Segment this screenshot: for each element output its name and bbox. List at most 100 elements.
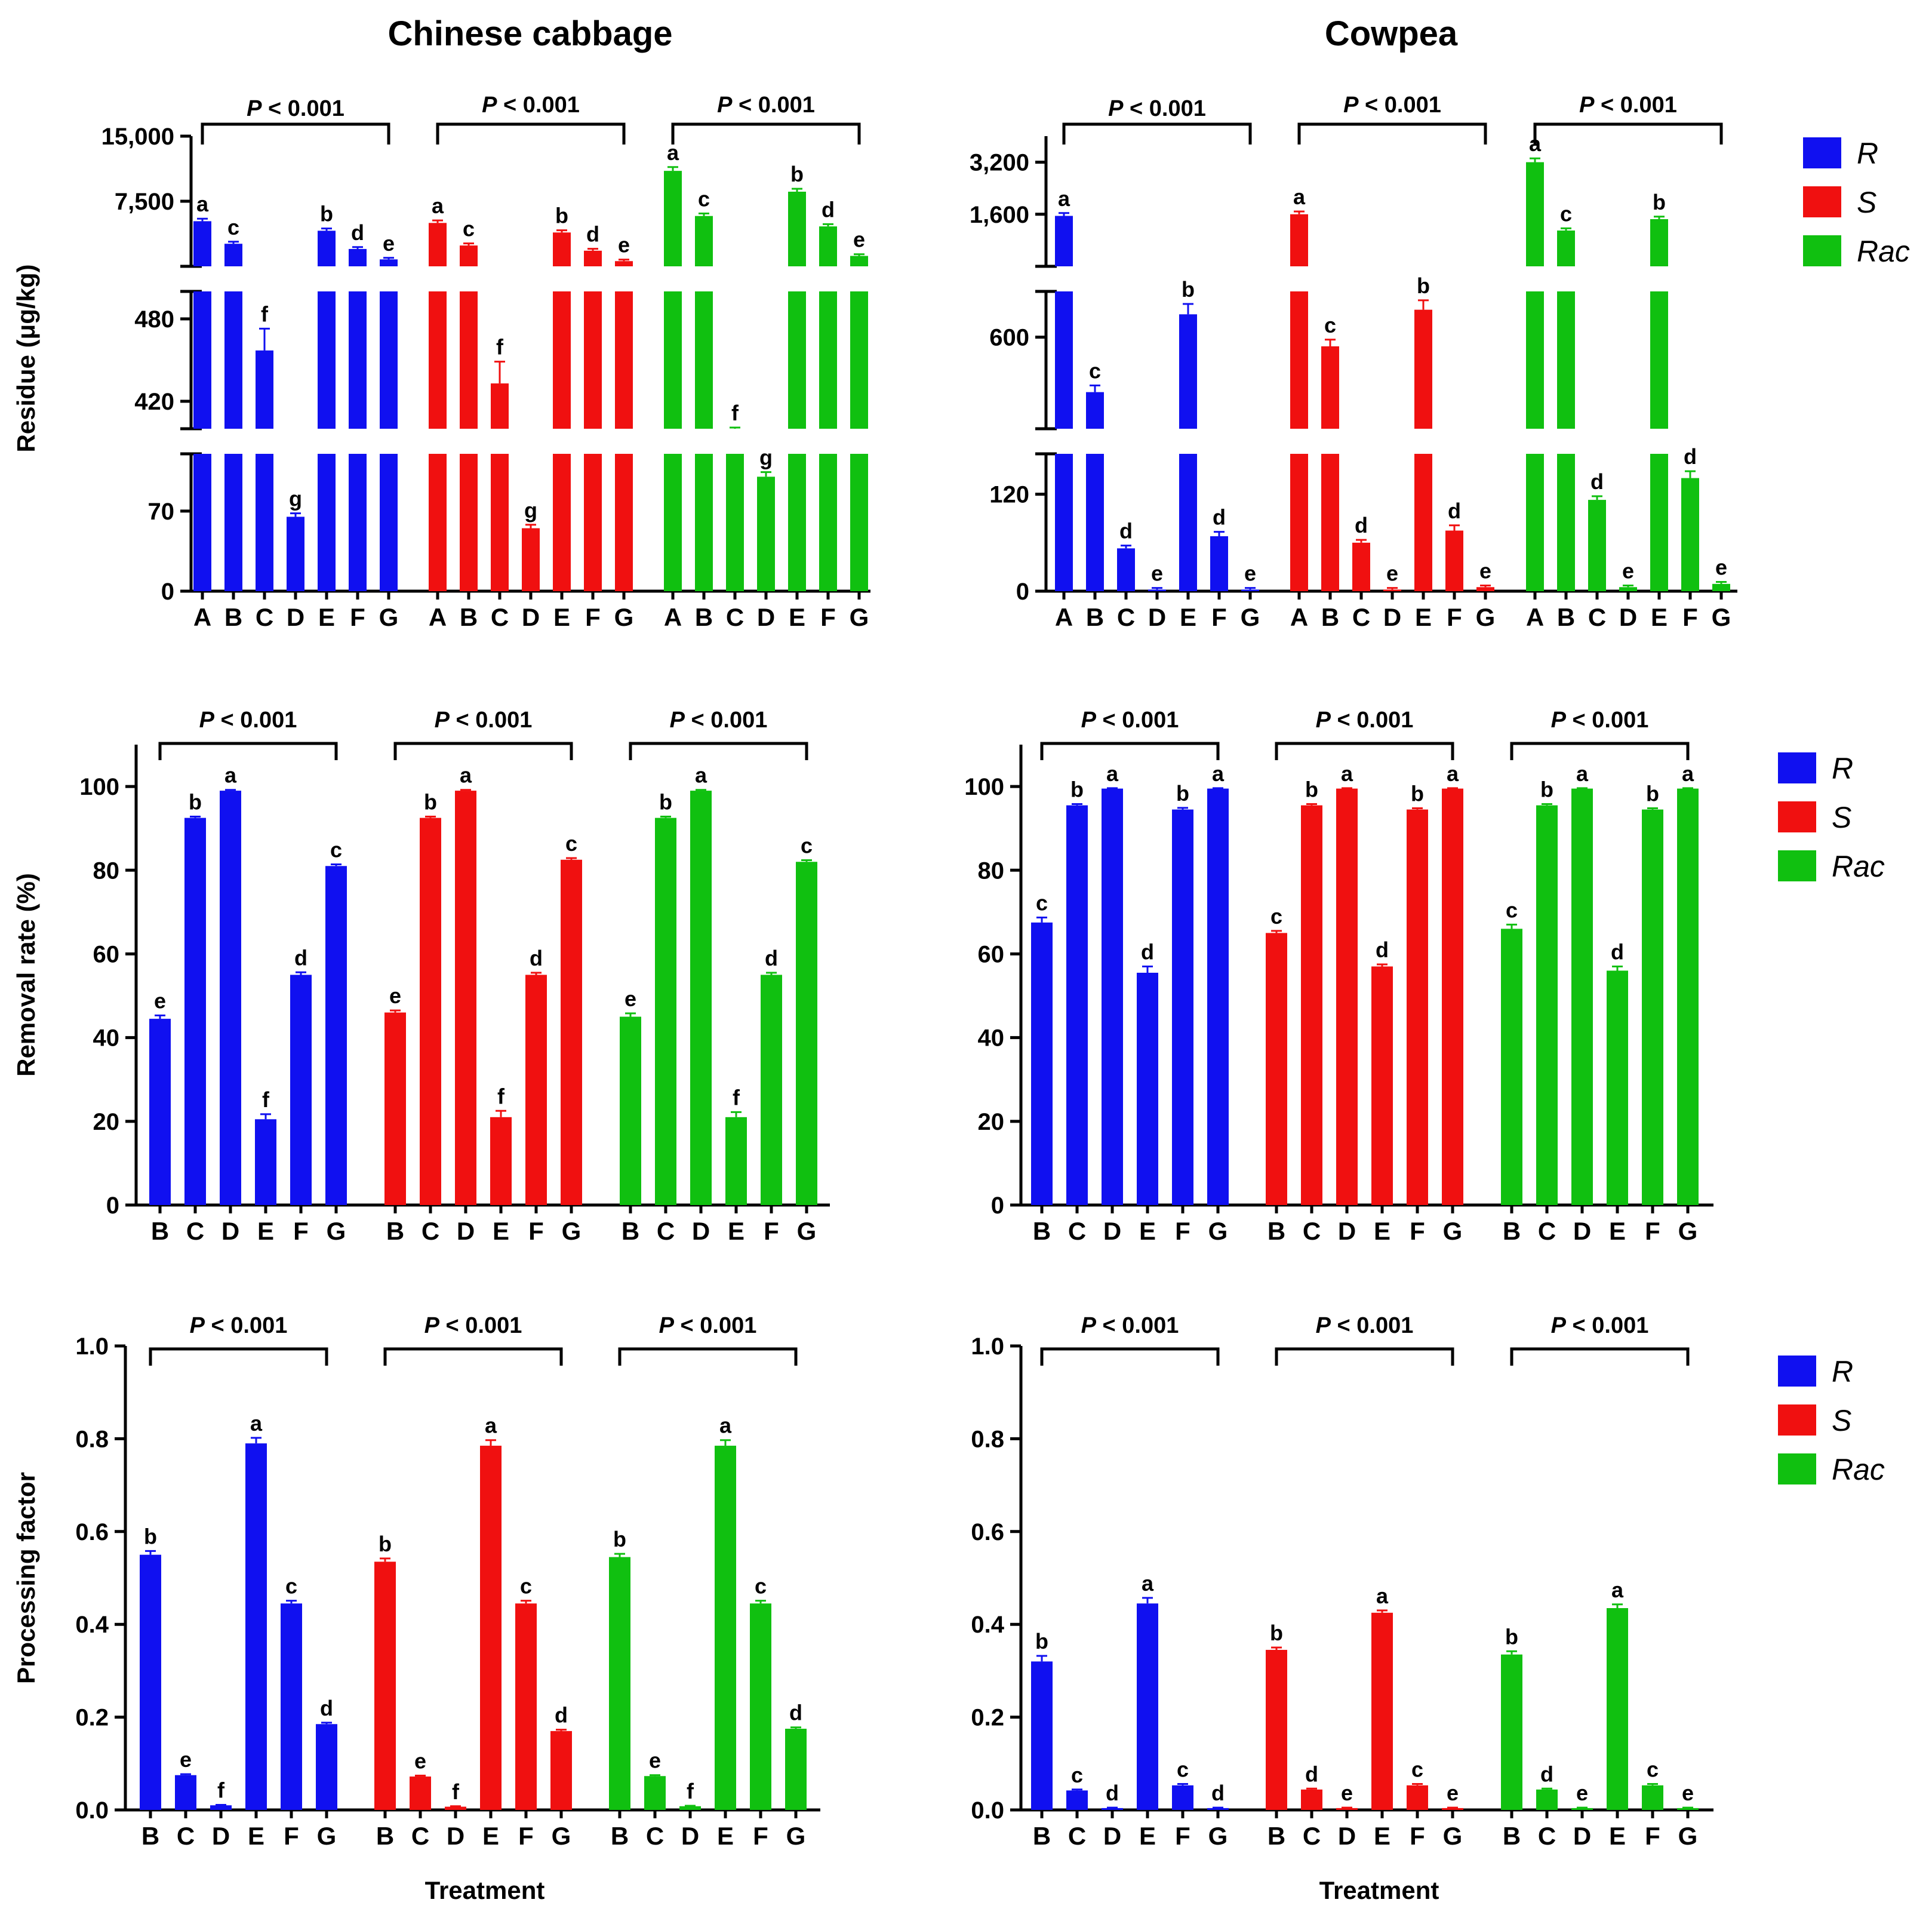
bar-R-B	[1031, 922, 1053, 1205]
x-tick-label: G	[552, 1822, 571, 1850]
significance-letter: b	[1182, 277, 1195, 302]
x-tick-label: E	[1609, 1217, 1626, 1245]
legend-swatch-R	[1803, 137, 1841, 168]
bar-R-G	[1207, 1808, 1229, 1810]
y-tick-label: 0	[991, 1192, 1004, 1219]
x-tick-label: D	[1619, 603, 1637, 631]
bar-S-F	[525, 975, 547, 1205]
x-tick-label: B	[1503, 1822, 1521, 1850]
bar-S-D	[445, 1806, 466, 1810]
x-tick-label: E	[1609, 1822, 1626, 1850]
significance-bracket	[1040, 1347, 1220, 1366]
bar-S-E	[553, 291, 571, 429]
x-tick-label: C	[411, 1822, 429, 1850]
bar-S-D	[1383, 589, 1401, 591]
significance-letter: d	[1448, 499, 1461, 523]
x-tick-label: B	[1033, 1217, 1051, 1245]
bar-S-A	[1290, 454, 1308, 591]
x-tick-label: E	[1180, 603, 1196, 631]
p-value-label: P < 0.001	[190, 1313, 288, 1338]
y-tick-label: 0.0	[971, 1797, 1004, 1824]
significance-letter: c	[330, 837, 342, 862]
bar-Rac-F	[761, 975, 782, 1205]
x-tick-label: B	[622, 1217, 639, 1245]
y-tick-label: 600	[989, 325, 1029, 351]
bar-S-G	[1442, 1808, 1463, 1810]
significance-letter: e	[389, 983, 401, 1008]
x-tick-label: C	[1117, 603, 1135, 631]
x-tick-label: D	[287, 603, 304, 631]
x-tick-label: G	[562, 1217, 582, 1245]
significance-letter: b	[613, 1527, 626, 1551]
significance-letter: c	[1177, 1757, 1189, 1781]
legend-label-Rac: Rac	[1857, 235, 1910, 268]
x-tick-label: D	[212, 1822, 230, 1850]
bar-S-E	[1414, 309, 1432, 429]
bar-R-G	[1241, 589, 1259, 591]
x-tick-label: B	[1086, 603, 1104, 631]
significance-letter: f	[731, 401, 739, 425]
p-value-label: P < 0.001	[199, 708, 297, 733]
significance-letter: f	[497, 1084, 505, 1108]
bar-Rac-C	[726, 454, 744, 591]
significance-letter: e	[618, 233, 630, 257]
y-tick-label: 80	[978, 857, 1005, 884]
significance-letter: e	[383, 231, 395, 256]
bar-Rac-F	[819, 454, 837, 591]
x-tick-label: G	[1712, 603, 1731, 631]
x-tick-label: E	[789, 603, 805, 631]
significance-letter: b	[1270, 1621, 1283, 1645]
bar-Rac-G	[785, 1729, 807, 1810]
x-tick-label: A	[664, 603, 682, 631]
x-tick-label: G	[1208, 1217, 1228, 1245]
bar-Rac-B	[1557, 230, 1575, 266]
significance-letter: c	[1411, 1757, 1423, 1781]
bar-S-A	[429, 291, 447, 429]
significance-letter: a	[695, 763, 707, 788]
bar-R-F	[281, 1603, 302, 1810]
bar-R-E	[1137, 1603, 1158, 1810]
significance-letter: c	[1089, 358, 1101, 383]
significance-letter: f	[261, 302, 269, 326]
bar-S-A	[429, 223, 447, 266]
bar-Rac-C	[1588, 500, 1606, 591]
significance-letter: d	[1611, 939, 1624, 964]
significance-letter: b	[1035, 1629, 1048, 1653]
x-tick-label: D	[1148, 603, 1166, 631]
significance-letter: e	[1479, 559, 1491, 583]
x-tick-label: B	[1503, 1217, 1521, 1245]
bar-R-F	[1172, 1785, 1193, 1810]
x-tick-label: B	[224, 603, 242, 631]
bar-Rac-G	[1712, 583, 1730, 591]
significance-letter: e	[1682, 1781, 1694, 1805]
bar-Rac-D	[690, 791, 712, 1205]
x-tick-label: F	[1175, 1822, 1190, 1850]
x-tick-label: G	[1678, 1217, 1698, 1245]
x-tick-label: G	[1443, 1822, 1463, 1850]
x-tick-label: E	[248, 1822, 264, 1850]
y-tick-label: 0	[1016, 579, 1029, 605]
bar-Rac-F	[1642, 1785, 1663, 1810]
x-tick-label: D	[522, 603, 540, 631]
significance-letter: f	[733, 1085, 740, 1109]
significance-letter: a	[1682, 761, 1694, 786]
significance-letter: e	[1715, 555, 1727, 579]
significance-letter: a	[1341, 761, 1353, 786]
bar-Rac-G	[850, 291, 868, 429]
bar-Rac-B	[1557, 454, 1575, 591]
bar-S-B	[460, 454, 478, 591]
significance-bracket	[393, 742, 573, 760]
significance-letter: a	[460, 763, 472, 788]
significance-letter: c	[698, 187, 710, 211]
bar-R-B	[1031, 1661, 1053, 1810]
bar-S-F	[1445, 530, 1463, 591]
x-tick-label: A	[429, 603, 447, 631]
y-tick-label: 100	[964, 774, 1004, 800]
significance-letter: a	[485, 1413, 497, 1438]
significance-letter: f	[687, 1779, 694, 1803]
bar-Rac-A	[664, 171, 682, 266]
bar-R-G	[325, 866, 347, 1205]
x-tick-label: F	[1211, 603, 1227, 631]
significance-letter: f	[496, 335, 504, 359]
